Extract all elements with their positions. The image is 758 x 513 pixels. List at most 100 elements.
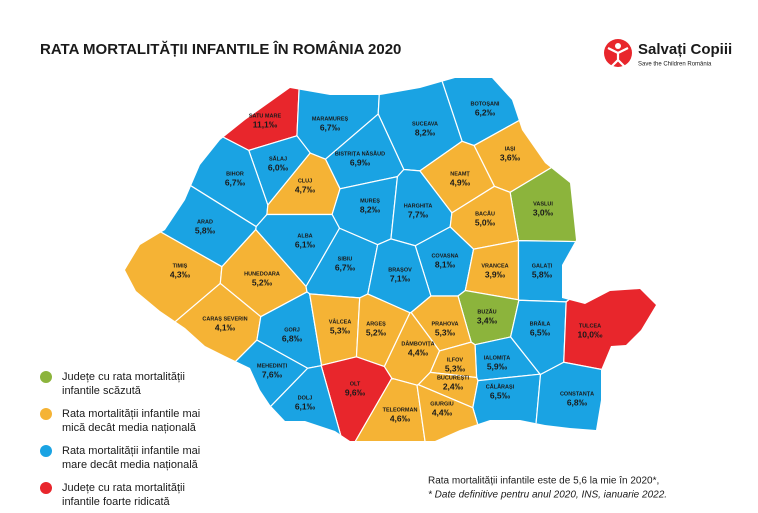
county-name: BOTOȘANI <box>471 101 500 107</box>
legend-swatch <box>40 371 52 383</box>
county-name: MEHEDINȚI <box>257 363 288 369</box>
county-name: BUCUREȘTI <box>437 375 470 381</box>
county-name: OLT <box>350 381 361 387</box>
county-name: BUZĂU <box>477 308 496 315</box>
county-rate: 4,4‰ <box>432 407 453 417</box>
county-rate: 4,6‰ <box>390 413 411 423</box>
county <box>531 361 656 441</box>
county-rate: 4,7‰ <box>295 184 316 194</box>
legend-label: Rata mortalității infantile mai <box>62 445 200 457</box>
legend-label: infantile foarte ridicată <box>62 496 170 508</box>
legend-label: Rata mortalității infantile mai <box>62 408 200 420</box>
county-rate: 5,2‰ <box>366 327 387 337</box>
county-rate: 5,8‰ <box>532 269 553 279</box>
county-name: NEAMȚ <box>450 171 470 177</box>
note: * Date definitive pentru anul 2020, INS,… <box>428 490 667 501</box>
county <box>125 78 269 228</box>
county-rate: 8,1‰ <box>435 259 456 269</box>
county-name: HARGHITA <box>404 203 433 209</box>
note: Rata mortalității infantile este de 5,6 … <box>428 476 659 487</box>
county-name: CLUJ <box>298 178 312 184</box>
county-rate: 5,9‰ <box>487 361 508 371</box>
county-name: BISTRIȚA NĂSĂUD <box>335 150 385 157</box>
county-rate: 7,7‰ <box>408 209 429 219</box>
title: RATA MORTALITĂȚII INFANTILE ÎN ROMÂNIA 2… <box>40 40 401 58</box>
legend-label: Județe cu rata mortalității <box>62 371 185 383</box>
county-rate: 5,3‰ <box>435 327 456 337</box>
legend-label: mică decât media națională <box>62 422 197 434</box>
county-rate: 6,1‰ <box>295 401 316 411</box>
logo-subtitle: Save the Children România <box>638 62 712 68</box>
county-rate: 7,1‰ <box>390 273 411 283</box>
county-rate: 6,7‰ <box>335 262 356 272</box>
county-name: VASLUI <box>533 201 553 207</box>
legend-label: infantile scăzută <box>62 385 142 397</box>
county-name: BIHOR <box>226 171 244 177</box>
county-rate: 5,2‰ <box>252 277 273 287</box>
county-rate: 3,4‰ <box>477 315 498 325</box>
legend-swatch <box>40 445 52 457</box>
county-rate: 6,2‰ <box>475 107 496 117</box>
legend-label: mare decât media națională <box>62 459 199 471</box>
county-rate: 2,4‰ <box>443 381 464 391</box>
county-rate: 4,4‰ <box>408 347 429 357</box>
county-name: GALAȚI <box>532 263 553 269</box>
county-name: SĂLAJ <box>269 155 287 162</box>
logo-body <box>607 47 629 67</box>
county-rate: 6,8‰ <box>567 397 588 407</box>
legend-label: Județe cu rata mortalității <box>62 482 185 494</box>
legend: Județe cu rata mortalității infantile scă… <box>40 371 200 508</box>
county-rate: 6,1‰ <box>295 239 316 249</box>
county-rate: 10,0‰ <box>577 329 603 339</box>
county-name: ALBA <box>297 233 312 239</box>
county <box>434 78 631 147</box>
county-name: VÂLCEA <box>329 318 352 325</box>
county-rate: 6,7‰ <box>225 177 246 187</box>
county <box>416 384 492 441</box>
county-rate: 5,8‰ <box>195 225 216 235</box>
county-name: CĂLĂRAȘI <box>486 383 515 390</box>
county-name: HUNEDOARA <box>244 271 280 277</box>
county-rate: 6,5‰ <box>530 327 551 337</box>
county-rate: 4,1‰ <box>215 322 236 332</box>
county-name: TULCEA <box>579 323 601 329</box>
county-rate: 4,3‰ <box>170 269 191 279</box>
county-rate: 6,0‰ <box>268 162 289 172</box>
county-rate: 3,9‰ <box>485 269 506 279</box>
county-rate: 5,0‰ <box>475 217 496 227</box>
county-rate: 3,6‰ <box>500 152 521 162</box>
county-name: ARGEȘ <box>366 321 386 327</box>
county-name: SIBIU <box>338 256 353 262</box>
county-rate: 5,3‰ <box>330 325 351 335</box>
county-name: ILFOV <box>447 357 464 363</box>
county-name: GIURGIU <box>430 401 454 407</box>
county-rate: 6,8‰ <box>282 333 303 343</box>
county-name: ARAD <box>197 219 213 225</box>
county-name: DOLJ <box>298 395 313 401</box>
county <box>563 222 656 388</box>
county-name: BACĂU <box>475 210 495 217</box>
county-name: SATU MARE <box>249 113 282 119</box>
county-name: DÂMBOVIȚA <box>401 340 434 347</box>
county-name: COVASNA <box>431 253 458 259</box>
county-name: GORJ <box>284 327 300 333</box>
county <box>125 78 302 152</box>
county-rate: 8,2‰ <box>360 204 381 214</box>
county-rate: 11,1‰ <box>253 119 278 129</box>
county-name: IAȘI <box>505 146 516 152</box>
county-name: TIMIȘ <box>173 263 188 269</box>
county-name: CARAȘ SEVERIN <box>202 316 247 322</box>
county-name: VRANCEA <box>481 263 508 269</box>
county-name: TELEORMAN <box>383 407 418 413</box>
county-name: SUCEAVA <box>412 121 438 127</box>
logo-head <box>615 43 621 49</box>
county-rate: 3,0‰ <box>533 207 554 217</box>
logo-text: Salvați Copiii <box>638 41 732 58</box>
county-name: PRAHOVA <box>431 321 458 327</box>
county-rate: 8,2‰ <box>415 127 436 137</box>
logo: Salvați Copiii Save the Children România <box>604 39 732 68</box>
county-name: MUREȘ <box>360 198 380 204</box>
county-rate: 4,9‰ <box>450 177 471 187</box>
